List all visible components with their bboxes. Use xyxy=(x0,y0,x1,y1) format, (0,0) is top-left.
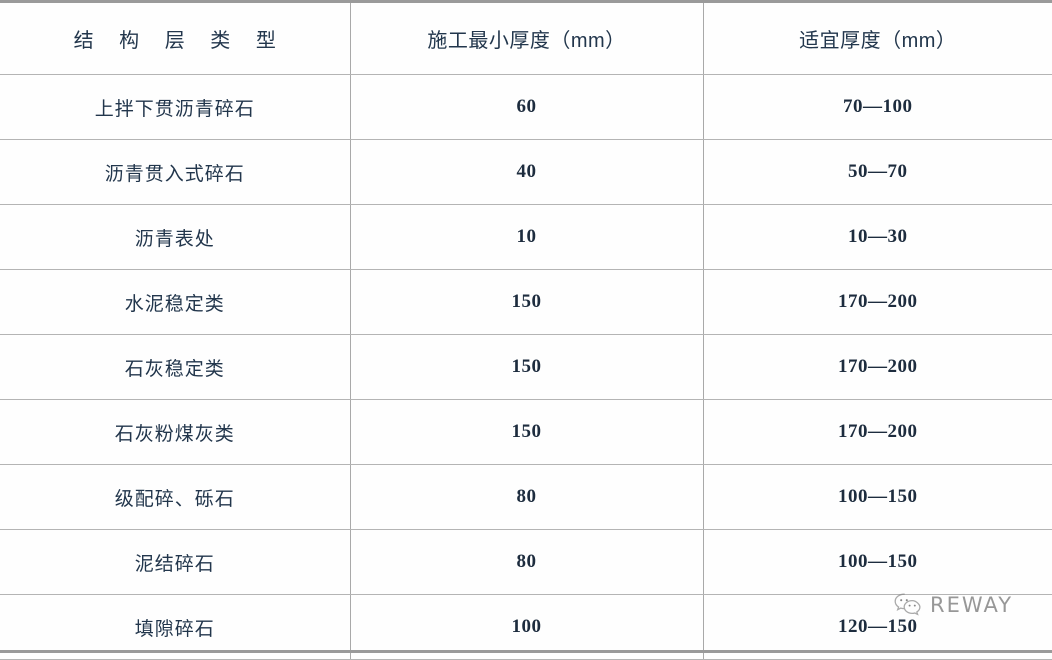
cell-structure-layer-type: 沥青贯入式碎石 xyxy=(0,140,350,205)
table-row: 沥青表处 10 10—30 xyxy=(0,205,1052,270)
cell-value: 填隙碎石 xyxy=(0,614,350,641)
cell-value: 60 xyxy=(351,96,703,118)
cell-suitable-thickness: 70—100 xyxy=(703,75,1052,140)
cell-value: 水泥稳定类 xyxy=(0,289,350,316)
cell-value: 170—200 xyxy=(704,421,1052,443)
cell-value: 80 xyxy=(351,551,703,573)
cell-value: 上拌下贯沥青碎石 xyxy=(0,94,350,121)
cell-min-construction-thickness: 150 xyxy=(350,270,703,335)
cell-suitable-thickness: 100—150 xyxy=(703,530,1052,595)
cell-value: 100 xyxy=(351,616,703,638)
table-row: 上拌下贯沥青碎石 60 70—100 xyxy=(0,75,1052,140)
cell-min-construction-thickness: 150 xyxy=(350,335,703,400)
cell-structure-layer-type: 上拌下贯沥青碎石 xyxy=(0,75,350,140)
table-header-row: 结 构 层 类 型 施工最小厚度（mm） 适宜厚度（mm） xyxy=(0,2,1052,75)
cell-suitable-thickness: 170—200 xyxy=(703,400,1052,465)
table-head: 结 构 层 类 型 施工最小厚度（mm） 适宜厚度（mm） xyxy=(0,2,1052,75)
cell-value: 100—150 xyxy=(704,551,1052,573)
cell-structure-layer-type: 石灰粉煤灰类 xyxy=(0,400,350,465)
cell-value: 80 xyxy=(351,486,703,508)
table-row: 石灰粉煤灰类 150 170—200 xyxy=(0,400,1052,465)
cell-value: 70—100 xyxy=(704,96,1052,118)
table-row: 级配碎、砾石 80 100—150 xyxy=(0,465,1052,530)
cell-value: 石灰稳定类 xyxy=(0,354,350,381)
cell-min-construction-thickness: 60 xyxy=(350,75,703,140)
cell-min-construction-thickness: 80 xyxy=(350,530,703,595)
cell-value: 级配碎、砾石 xyxy=(0,484,350,511)
cell-min-construction-thickness: 80 xyxy=(350,465,703,530)
cell-value: 150 xyxy=(351,421,703,443)
cell-value: 40 xyxy=(351,161,703,183)
cell-suitable-thickness: 50—70 xyxy=(703,140,1052,205)
cell-value: 10 xyxy=(351,226,703,248)
cell-structure-layer-type: 泥结碎石 xyxy=(0,530,350,595)
table-row: 泥结碎石 80 100—150 xyxy=(0,530,1052,595)
column-header-label: 适宜厚度（mm） xyxy=(704,24,1052,53)
cell-min-construction-thickness: 150 xyxy=(350,400,703,465)
cell-suitable-thickness: 10—30 xyxy=(703,205,1052,270)
table-row: 石灰稳定类 150 170—200 xyxy=(0,335,1052,400)
cell-value: 170—200 xyxy=(704,291,1052,313)
cell-value: 50—70 xyxy=(704,161,1052,183)
table-bottom-rule xyxy=(0,650,1052,653)
cell-value: 沥青贯入式碎石 xyxy=(0,159,350,186)
table-row: 水泥稳定类 150 170—200 xyxy=(0,270,1052,335)
cell-value: 泥结碎石 xyxy=(0,549,350,576)
column-header-min-construction-thickness: 施工最小厚度（mm） xyxy=(350,2,703,75)
table-body: 上拌下贯沥青碎石 60 70—100 沥青贯入式碎石 40 50—70 xyxy=(0,75,1052,660)
cell-value: 170—200 xyxy=(704,356,1052,378)
cell-value: 150 xyxy=(351,356,703,378)
cell-structure-layer-type: 水泥稳定类 xyxy=(0,270,350,335)
cell-value: 石灰粉煤灰类 xyxy=(0,419,350,446)
cell-structure-layer-type: 级配碎、砾石 xyxy=(0,465,350,530)
cell-min-construction-thickness: 10 xyxy=(350,205,703,270)
cell-suitable-thickness: 170—200 xyxy=(703,270,1052,335)
cell-value: 沥青表处 xyxy=(0,224,350,251)
cell-value: 150 xyxy=(351,291,703,313)
cell-structure-layer-type: 沥青表处 xyxy=(0,205,350,270)
cell-suitable-thickness: 100—150 xyxy=(703,465,1052,530)
cell-structure-layer-type: 石灰稳定类 xyxy=(0,335,350,400)
column-header-label: 结 构 层 类 型 xyxy=(0,24,350,53)
column-header-structure-layer-type: 结 构 层 类 型 xyxy=(0,2,350,75)
cell-value: 10—30 xyxy=(704,226,1052,248)
cell-min-construction-thickness: 40 xyxy=(350,140,703,205)
cell-value: 120—150 xyxy=(704,616,1052,638)
column-header-label: 施工最小厚度（mm） xyxy=(351,24,703,53)
cell-suitable-thickness: 170—200 xyxy=(703,335,1052,400)
table-row: 沥青贯入式碎石 40 50—70 xyxy=(0,140,1052,205)
column-header-suitable-thickness: 适宜厚度（mm） xyxy=(703,2,1052,75)
cell-value: 100—150 xyxy=(704,486,1052,508)
